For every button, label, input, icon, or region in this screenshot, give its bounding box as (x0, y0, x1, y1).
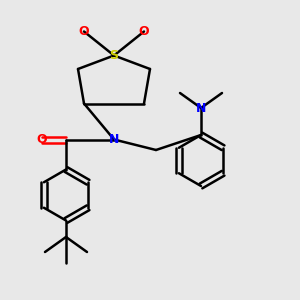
Text: O: O (139, 25, 149, 38)
Text: N: N (109, 133, 119, 146)
Text: S: S (110, 49, 118, 62)
Text: O: O (79, 25, 89, 38)
Text: O: O (37, 133, 47, 146)
Text: N: N (196, 101, 206, 115)
